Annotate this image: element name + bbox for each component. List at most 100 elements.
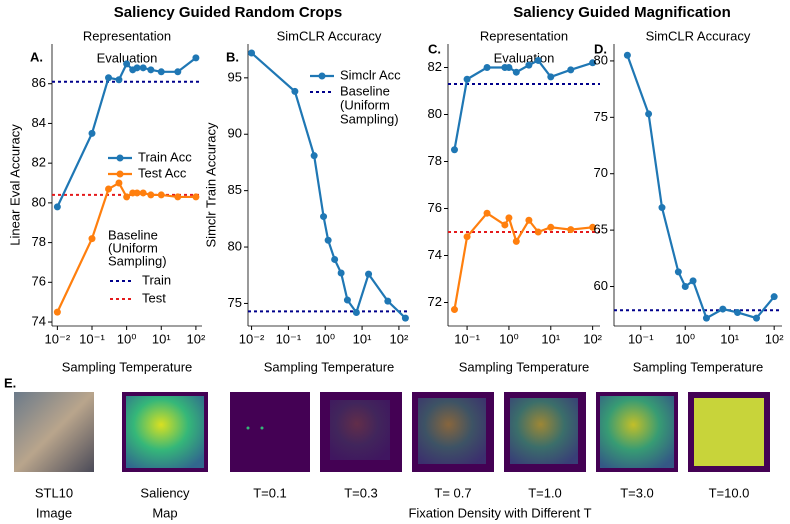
image-caption: T=3.0 — [620, 485, 654, 500]
x-tick-label: 10⁻² — [239, 331, 265, 346]
point — [525, 216, 533, 224]
x-tick-label: 10² — [187, 331, 206, 346]
x-tick-label: 10⁻² — [45, 331, 71, 346]
image-caption: T=0.3 — [344, 485, 378, 500]
density-3-fill — [510, 398, 578, 464]
point — [123, 193, 131, 201]
point — [133, 64, 141, 72]
y-tick-label: 75 — [594, 109, 608, 124]
point — [115, 179, 123, 187]
point — [105, 185, 113, 193]
point — [770, 293, 778, 301]
dot — [246, 426, 250, 430]
x-tick-label: 10¹ — [152, 331, 171, 346]
y-tick-label: 75 — [228, 295, 242, 310]
point — [645, 110, 653, 118]
legend-label: Simclr Acc — [340, 67, 401, 82]
x-tick-label: 10⁰ — [315, 331, 335, 346]
point — [291, 87, 299, 95]
point — [53, 203, 61, 211]
point — [450, 306, 458, 314]
x-tick-label: 10⁻¹ — [454, 331, 480, 346]
chart-title: SimCLR Accuracy — [277, 28, 382, 43]
legend-title: Sampling) — [108, 253, 167, 268]
panel-caption: Fixation Density with Different T — [408, 505, 591, 520]
y-tick-label: 70 — [594, 165, 608, 180]
point — [123, 60, 131, 68]
point — [463, 75, 471, 83]
x-axis-label: Sampling Temperature — [459, 359, 590, 374]
y-tick-label: 78 — [32, 234, 46, 249]
legend-label: Test Acc — [138, 165, 187, 180]
legend-label: Train Acc — [138, 149, 192, 164]
legend-label: Train — [142, 272, 171, 287]
point — [139, 64, 147, 72]
point — [674, 268, 682, 276]
point — [681, 283, 689, 291]
point — [547, 223, 555, 231]
legend-label: (Uniform — [340, 97, 390, 112]
y-tick-label: 74 — [428, 247, 442, 262]
x-tick-label: 10⁻¹ — [79, 331, 105, 346]
point — [192, 54, 200, 62]
point — [658, 204, 666, 212]
point — [734, 308, 742, 316]
point — [505, 64, 513, 71]
density-2-fill — [418, 398, 486, 464]
point — [505, 214, 513, 222]
y-tick-label: 74 — [32, 313, 46, 328]
chart-title: Evaluation — [494, 50, 555, 65]
chart-title: SimCLR Accuracy — [646, 28, 751, 43]
legend-marker — [116, 170, 124, 178]
image-caption: Image — [36, 505, 72, 520]
x-tick-label: 10¹ — [541, 331, 560, 346]
y-tick-label: 76 — [32, 274, 46, 289]
point — [719, 305, 727, 313]
y-tick-label: 60 — [594, 278, 608, 293]
chart-title: Representation — [83, 28, 171, 43]
point — [567, 226, 575, 234]
x-tick-label: 10¹ — [353, 331, 372, 346]
point — [589, 223, 597, 231]
point — [139, 189, 147, 197]
x-tick-label: 10⁻¹ — [276, 331, 302, 346]
image-caption: Map — [152, 505, 177, 520]
point — [525, 61, 533, 69]
x-tick-label: 10² — [390, 331, 409, 346]
y-tick-label: 78 — [428, 153, 442, 168]
point — [501, 221, 509, 229]
point — [115, 76, 123, 84]
x-tick-label: 10⁰ — [117, 331, 137, 346]
saliency-map — [126, 396, 204, 468]
x-tick-label: 10⁻¹ — [628, 331, 654, 346]
x-tick-label: 10⁰ — [499, 331, 519, 346]
point — [752, 314, 760, 322]
point — [623, 51, 631, 59]
point — [133, 189, 141, 197]
legend-marker — [318, 72, 326, 80]
point — [157, 191, 165, 199]
point — [248, 49, 256, 57]
panel-label: C. — [428, 41, 441, 56]
x-axis-label: Sampling Temperature — [264, 359, 395, 374]
panel-label: A. — [30, 49, 43, 64]
point — [157, 68, 165, 76]
point — [192, 193, 200, 201]
x-tick-label: 10⁰ — [675, 331, 695, 346]
panel-e-images — [14, 392, 770, 472]
legend-title: Baseline — [108, 227, 158, 242]
point — [365, 270, 373, 278]
x-axis-label: Sampling Temperature — [62, 359, 193, 374]
legend-label: Test — [142, 290, 166, 305]
x-tick-label: 10² — [583, 331, 602, 346]
y-tick-label: 84 — [32, 115, 46, 130]
image-caption: Saliency — [140, 485, 190, 500]
y-tick-label: 80 — [32, 194, 46, 209]
point — [589, 59, 597, 67]
panel-label: B. — [226, 49, 239, 64]
y-tick-label: 82 — [428, 59, 442, 74]
y-tick-label: 80 — [594, 52, 608, 67]
image-caption: T=10.0 — [709, 485, 750, 500]
